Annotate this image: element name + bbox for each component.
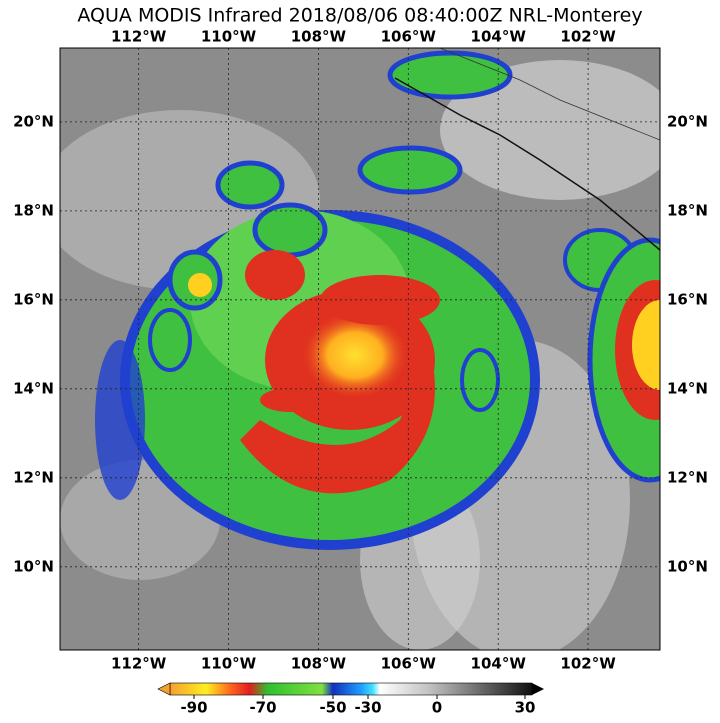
lon-label: 110°W [201,28,257,46]
lon-label: 108°W [291,28,347,46]
title: AQUA MODIS Infrared 2018/08/06 08:40:00Z… [77,5,642,27]
map-frame [59,47,661,651]
lat-label: 18°N [667,201,708,219]
lat-label: 14°N [667,379,708,397]
lon-label: 112°W [111,28,167,46]
lat-label: 16°N [667,290,708,308]
colorbar-label: -70 [249,699,276,717]
satellite-image [60,48,660,650]
colorbar-label: 0 [432,699,442,717]
colorbar-label: -90 [180,699,207,717]
lat-label: 12°N [13,468,54,486]
lon-label: 108°W [291,655,347,673]
lon-label: 106°W [381,28,437,46]
lat-label: 18°N [13,201,54,219]
colorbar [169,682,533,696]
colorbar-label: 30 [515,699,536,717]
lat-label: 16°N [13,290,54,308]
lat-label: 20°N [13,112,54,130]
lon-label: 104°W [471,655,527,673]
colorbar-label: -30 [354,699,381,717]
lat-label: 10°N [13,557,54,575]
lon-label: 104°W [471,28,527,46]
colorbar-label: -50 [319,699,346,717]
lon-label: 112°W [111,655,167,673]
lat-label: 14°N [13,379,54,397]
lon-label: 106°W [381,655,437,673]
lon-label: 110°W [201,655,257,673]
lon-label: 102°W [560,28,616,46]
colorbar-arrow [532,683,544,695]
lon-label: 102°W [560,655,616,673]
colorbar-arrow [157,682,171,696]
lat-label: 12°N [667,468,708,486]
lat-label: 20°N [667,112,708,130]
lat-label: 10°N [667,557,708,575]
